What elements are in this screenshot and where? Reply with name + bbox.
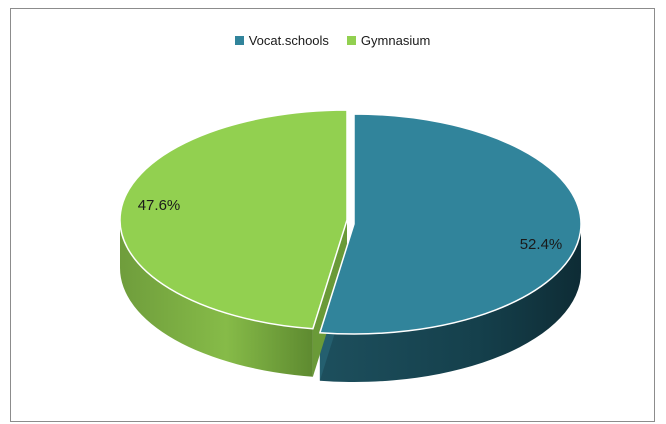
side-wall-gymnasium	[120, 220, 313, 377]
legend-swatch-vocat-schools	[234, 36, 244, 45]
legend-label-vocat-schools: Vocat.schools	[248, 33, 329, 48]
data-label-vocat-schools: 52.4%	[520, 236, 563, 253]
pie-chart: 52.4% 47.6%	[119, 109, 582, 382]
data-label-gymnasium: 47.6%	[138, 197, 181, 214]
side-wall-vocat-schools	[319, 224, 581, 382]
chart-area: Vocat.schools Gymnasium 52.4% 47.6%	[10, 8, 655, 422]
legend-swatch-gymnasium	[346, 36, 356, 45]
legend-item-vocat-schools: Vocat.schools	[234, 33, 329, 48]
legend-label-gymnasium: Gymnasium	[360, 33, 431, 48]
legend-item-gymnasium: Gymnasium	[346, 33, 431, 48]
legend: Vocat.schools Gymnasium	[11, 33, 654, 48]
slice-vocat-schools	[318, 113, 582, 335]
slice-gymnasium	[119, 109, 348, 330]
